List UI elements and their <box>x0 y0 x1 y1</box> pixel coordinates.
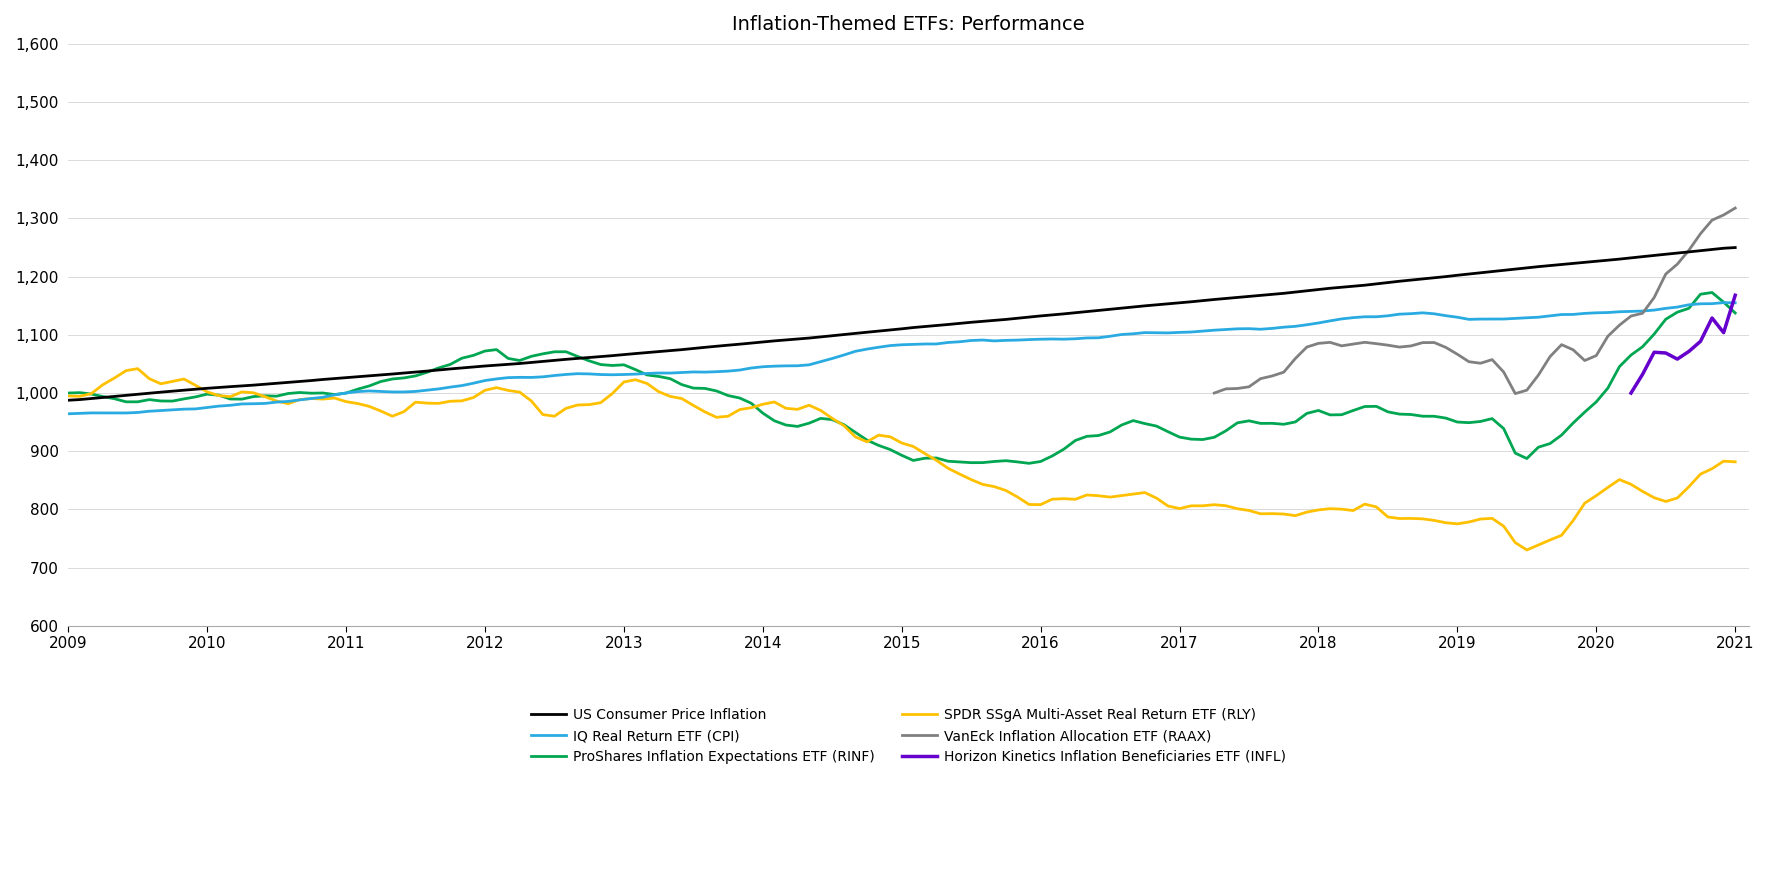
SPDR SSgA Multi-Asset Real Return ETF (RLY) <box>151 379 172 389</box>
IQ Real Return ETF (CPI) <box>58 409 80 419</box>
Title: Inflation-Themed ETFs: Performance: Inflation-Themed ETFs: Performance <box>732 15 1084 34</box>
US Consumer Price Inflation <box>138 388 159 398</box>
IQ Real Return ETF (CPI) <box>1714 297 1735 308</box>
Line: ProShares Inflation Expectations ETF (RINF): ProShares Inflation Expectations ETF (RI… <box>69 293 1735 464</box>
IQ Real Return ETF (CPI) <box>1019 335 1040 345</box>
US Consumer Price Inflation <box>1320 283 1341 294</box>
VanEck Inflation Allocation ETF (RAAX) <box>1320 337 1341 348</box>
SPDR SSgA Multi-Asset Real Return ETF (RLY) <box>1377 512 1398 522</box>
VanEck Inflation Allocation ETF (RAAX) <box>1724 203 1745 213</box>
Line: US Consumer Price Inflation: US Consumer Price Inflation <box>69 248 1735 400</box>
IQ Real Return ETF (CPI) <box>69 408 90 419</box>
IQ Real Return ETF (CPI) <box>1366 312 1387 322</box>
ProShares Inflation Expectations ETF (RINF) <box>1701 288 1722 298</box>
ProShares Inflation Expectations ETF (RINF) <box>1019 458 1040 469</box>
US Consumer Price Inflation <box>69 394 90 404</box>
Line: SPDR SSgA Multi-Asset Real Return ETF (RLY): SPDR SSgA Multi-Asset Real Return ETF (R… <box>69 369 1735 550</box>
Legend: US Consumer Price Inflation, IQ Real Return ETF (CPI), ProShares Inflation Expec: US Consumer Price Inflation, IQ Real Ret… <box>526 703 1292 770</box>
ProShares Inflation Expectations ETF (RINF) <box>69 388 90 398</box>
IQ Real Return ETF (CPI) <box>1320 316 1341 327</box>
ProShares Inflation Expectations ETF (RINF) <box>1030 456 1051 466</box>
SPDR SSgA Multi-Asset Real Return ETF (RLY) <box>1632 486 1653 496</box>
Line: Horizon Kinetics Inflation Beneficiaries ETF (INFL): Horizon Kinetics Inflation Beneficiaries… <box>1630 296 1735 393</box>
IQ Real Return ETF (CPI) <box>1609 306 1630 317</box>
SPDR SSgA Multi-Asset Real Return ETF (RLY) <box>1517 544 1538 555</box>
ProShares Inflation Expectations ETF (RINF) <box>138 395 159 405</box>
SPDR SSgA Multi-Asset Real Return ETF (RLY) <box>128 364 149 374</box>
ProShares Inflation Expectations ETF (RINF) <box>1331 410 1352 420</box>
ProShares Inflation Expectations ETF (RINF) <box>1377 406 1398 417</box>
SPDR SSgA Multi-Asset Real Return ETF (RLY) <box>1331 504 1352 514</box>
VanEck Inflation Allocation ETF (RAAX) <box>1609 319 1630 330</box>
ProShares Inflation Expectations ETF (RINF) <box>1620 350 1641 360</box>
SPDR SSgA Multi-Asset Real Return ETF (RLY) <box>69 391 90 402</box>
VanEck Inflation Allocation ETF (RAAX) <box>1366 338 1387 349</box>
Line: IQ Real Return ETF (CPI): IQ Real Return ETF (CPI) <box>69 303 1735 414</box>
SPDR SSgA Multi-Asset Real Return ETF (RLY) <box>1724 457 1745 467</box>
IQ Real Return ETF (CPI) <box>1724 297 1745 308</box>
Line: VanEck Inflation Allocation ETF (RAAX): VanEck Inflation Allocation ETF (RAAX) <box>1214 208 1735 394</box>
ProShares Inflation Expectations ETF (RINF) <box>58 388 80 398</box>
US Consumer Price Inflation <box>1724 242 1745 253</box>
US Consumer Price Inflation <box>1019 312 1040 322</box>
SPDR SSgA Multi-Asset Real Return ETF (RLY) <box>58 390 80 401</box>
US Consumer Price Inflation <box>1609 254 1630 265</box>
Horizon Kinetics Inflation Beneficiaries ETF (INFL) <box>1724 290 1745 301</box>
SPDR SSgA Multi-Asset Real Return ETF (RLY) <box>1030 499 1051 510</box>
US Consumer Price Inflation <box>1366 279 1387 289</box>
US Consumer Price Inflation <box>58 395 80 405</box>
IQ Real Return ETF (CPI) <box>138 406 159 417</box>
ProShares Inflation Expectations ETF (RINF) <box>1724 308 1745 319</box>
